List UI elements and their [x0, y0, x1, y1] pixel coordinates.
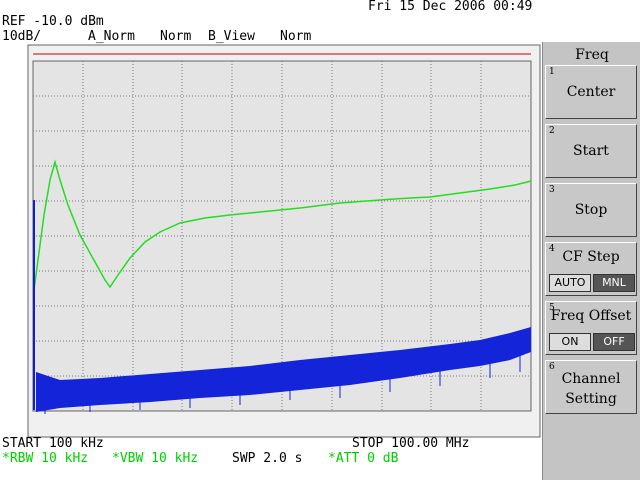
rbw: *RBW 10 kHz: [2, 451, 89, 466]
softkey[interactable]: 1 Center: [545, 65, 637, 119]
ref-level: REF -10.0 dBm: [2, 14, 104, 29]
vbw: *VBW 10 kHz: [112, 451, 199, 466]
trace-b-noise: [33, 200, 531, 414]
softkey[interactable]: 2 Start: [545, 124, 637, 178]
display: [27, 44, 541, 438]
softkey-number: 2: [549, 126, 555, 136]
option[interactable]: OFF: [593, 333, 635, 351]
softkey-number: 5: [549, 303, 555, 313]
trace-a-line: [33, 159, 532, 291]
softkey[interactable]: 5 Freq Offset ON OFF: [545, 301, 637, 355]
mode-b: Norm: [280, 29, 312, 44]
mode-a: Norm: [160, 29, 192, 44]
softkey-label: Center: [566, 84, 616, 100]
softkey-label: Start: [573, 143, 609, 159]
softkey-label: CF Step: [562, 249, 620, 265]
softkey[interactable]: 3 Stop: [545, 183, 637, 237]
menu-title: Freq: [575, 47, 609, 63]
softkey-options: ON OFF: [549, 333, 635, 351]
trace-a: A_Norm: [88, 29, 135, 44]
softkey[interactable]: 4 CF Step AUTO MNL: [545, 242, 637, 296]
scale: 10dB/: [2, 29, 42, 44]
option[interactable]: MNL: [593, 274, 635, 292]
softkey-number: 6: [549, 362, 555, 372]
softkey-label: Stop: [574, 202, 608, 218]
trace-b: B_View: [208, 29, 255, 44]
softkey-number: 1: [549, 67, 555, 77]
softkey-options: AUTO MNL: [549, 274, 635, 292]
option[interactable]: AUTO: [549, 274, 591, 292]
softkey-number: 4: [549, 244, 555, 254]
softkey-number: 3: [549, 185, 555, 195]
stop-freq: STOP 100.00 MHz: [352, 436, 470, 451]
softkey-label: Freq Offset: [550, 308, 632, 324]
softkey-label: Channel Setting: [561, 371, 621, 407]
start-freq: START 100 kHz: [2, 436, 104, 451]
attenuation: *ATT 0 dB: [328, 451, 399, 466]
datetime: Fri 15 Dec 2006 00:49: [368, 0, 533, 14]
softkey[interactable]: 6 Channel Setting: [545, 360, 637, 414]
softkey-panel: Freq 1 Center 2 Start 3 Stop 4 CF Step AUTO MNL 5 F…: [542, 42, 640, 480]
option[interactable]: ON: [549, 333, 591, 351]
sweep-time: SWP 2.0 s: [232, 451, 303, 466]
